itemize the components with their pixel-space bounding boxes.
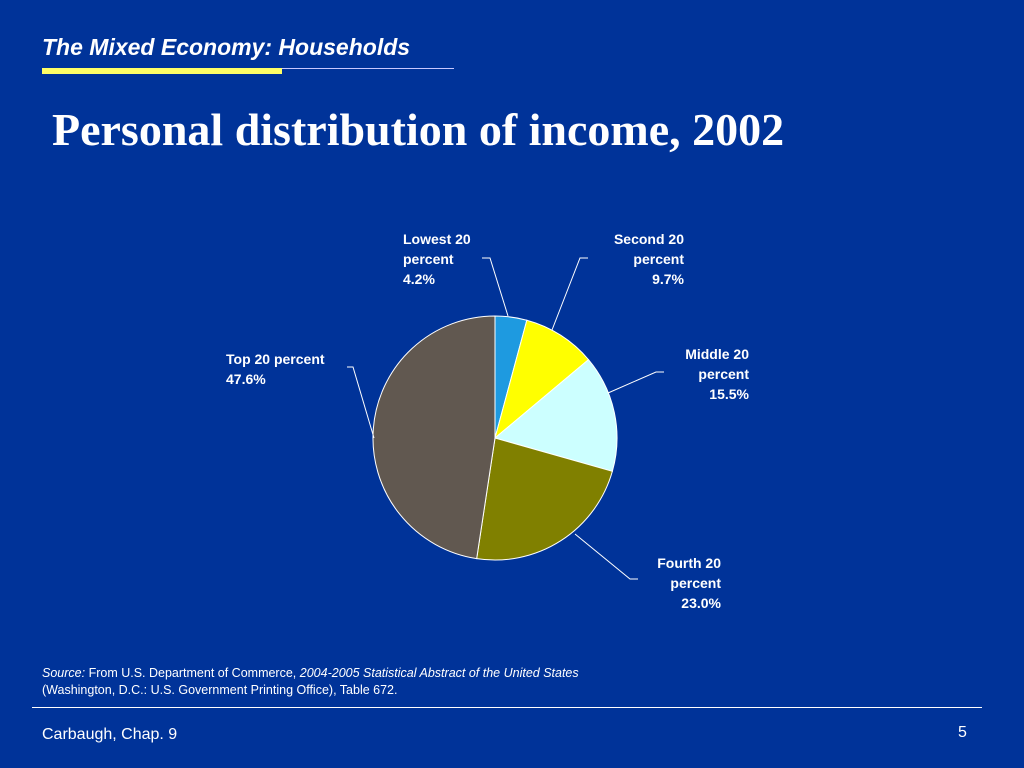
source-note: Source: From U.S. Department of Commerce…: [42, 665, 762, 699]
section-title: The Mixed Economy: Households: [42, 34, 411, 60]
slice-label-5: Top 20 percent 47.6%: [226, 351, 325, 387]
page-number: 5: [958, 724, 967, 741]
source-details: (Washington, D.C.: U.S. Government Print…: [42, 683, 398, 697]
leader-line-3: [607, 371, 664, 394]
source-prefix: Source:: [42, 666, 86, 680]
title-accent-rule: [42, 68, 282, 74]
footer-chapter: Carbaugh, Chap. 9: [42, 726, 178, 743]
slice-label-3: Middle 20 percent 15.5%: [685, 346, 749, 402]
source-text: From U.S. Department of Commerce,: [88, 666, 297, 680]
slice-label-4: Fourth 20 percent 23.0%: [657, 555, 721, 611]
pie-slice-5: [372, 315, 496, 560]
leader-line-1: [482, 257, 509, 317]
leader-line-4: [574, 533, 638, 580]
pie-slice-2: [494, 319, 590, 440]
pie-slice-4: [476, 437, 613, 561]
source-publication: 2004-2005 Statistical Abstract of the Un…: [299, 666, 579, 680]
slice-label-2: Second 20 percent 9.7%: [614, 231, 685, 287]
pie-slice-3: [493, 358, 618, 472]
footer-rule: [32, 707, 982, 708]
slice-label-1: Lowest 20 percent 4.2%: [403, 231, 471, 287]
slide-title: Personal distribution of income, 2002: [52, 104, 785, 155]
leader-line-2: [551, 257, 588, 331]
leader-line-5: [347, 366, 375, 439]
